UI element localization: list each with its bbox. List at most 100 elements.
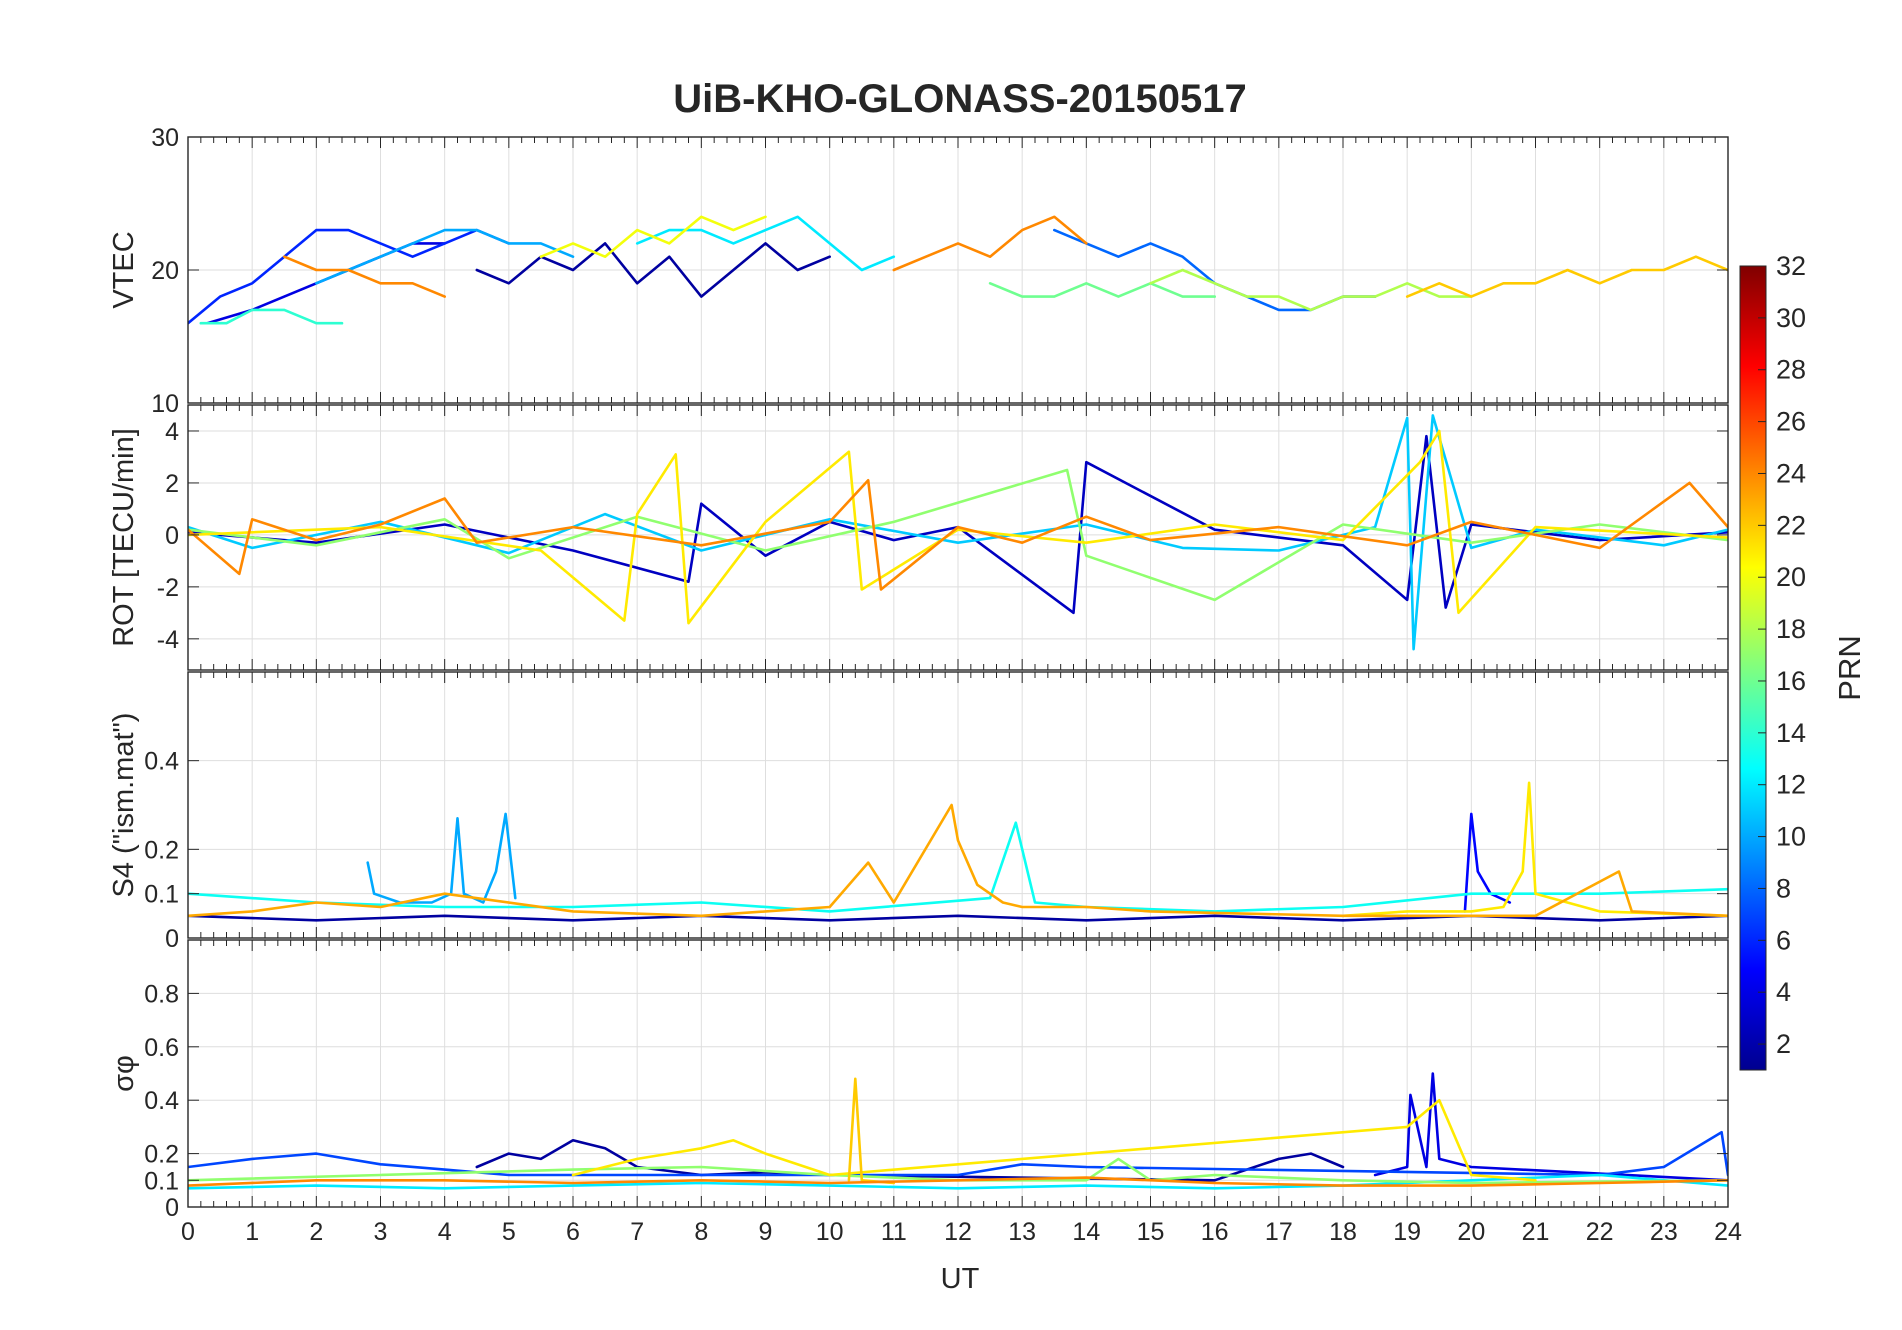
x-tick-label: 24 — [1714, 1218, 1742, 1246]
colorbar-tick-label: 30 — [1776, 303, 1806, 333]
y-tick-label: 4 — [165, 418, 179, 446]
y-tick-label: 0.8 — [144, 980, 179, 1008]
colorbar-tick-label: 24 — [1776, 458, 1806, 488]
x-tick-marks — [187, 405, 1729, 670]
series-prn-10 — [314, 228, 575, 285]
x-tick-label: 5 — [502, 1218, 516, 1246]
x-tick-label: 13 — [1008, 1218, 1036, 1246]
x-tick-label: 20 — [1457, 1218, 1485, 1246]
series-group — [188, 1072, 1728, 1190]
x-tick-label: 18 — [1329, 1218, 1357, 1246]
y-tick-label: 30 — [151, 124, 179, 152]
y-tick-label: -2 — [157, 574, 179, 602]
y-tick-label: 0.4 — [144, 1087, 179, 1115]
y-tick-label: 0.6 — [144, 1034, 179, 1062]
colorbar-label: PRN — [1832, 635, 1867, 700]
x-tick-label: 4 — [438, 1218, 452, 1246]
x-tick-label: 21 — [1522, 1218, 1550, 1246]
x-tick-label: 9 — [759, 1218, 773, 1246]
colorbar-tick-label: 28 — [1776, 355, 1806, 385]
series-prn-13 — [188, 821, 1728, 913]
series-prn-16 — [988, 281, 1216, 298]
x-tick-label: 22 — [1586, 1218, 1614, 1246]
series-prn-7 — [188, 1130, 1728, 1177]
y-tick-label: 10 — [151, 390, 179, 418]
y-tick-label: 0.4 — [144, 748, 179, 776]
colorbar-tick-label: 22 — [1776, 510, 1806, 540]
series-group — [188, 215, 1728, 325]
x-tick-label: 10 — [816, 1218, 844, 1246]
series-prn-22 — [1405, 255, 1728, 298]
series-prn-3 — [188, 434, 1728, 615]
series-prn-17 — [188, 1157, 1728, 1185]
y-tick-label: 0.2 — [144, 1141, 179, 1169]
x-tick-label: 7 — [630, 1218, 644, 1246]
panel-sigma_phi: 00.10.20.40.60.80 1 2 3 4 5 6 7 8 9 10 11 12 13 14 15 16… — [108, 939, 1742, 1246]
y-axis-label: σφ — [108, 1055, 140, 1092]
x-tick-label: 3 — [374, 1218, 388, 1246]
y-axis-label: ROT [TECU/min] — [108, 428, 140, 647]
x-tick-marks — [187, 940, 1729, 1207]
colorbar-tick-label: 12 — [1776, 770, 1806, 800]
colorbar-tick-label: 26 — [1776, 407, 1806, 437]
x-tick-label: 6 — [566, 1218, 580, 1246]
x-tick-label: 12 — [944, 1218, 972, 1246]
panel-ROT: -4 -2 0 2 4 ROT [TECU/min] — [108, 404, 1729, 671]
grid — [187, 405, 1729, 670]
series-prn-24 — [892, 215, 1088, 272]
series-prn-12 — [635, 215, 896, 272]
y-tick-label: 0.1 — [144, 1167, 179, 1195]
series-prn-21 — [188, 429, 1728, 625]
colorbar-tick-label: 4 — [1776, 977, 1791, 1007]
colorbar-gradient — [1739, 265, 1767, 1071]
x-tick-label: 1 — [245, 1218, 259, 1246]
figure-title: UiB-KHO-GLONASS-20150517 — [673, 77, 1247, 121]
y-tick-label: 0 — [165, 1194, 179, 1222]
series-prn-10 — [366, 812, 517, 904]
series-prn-21 — [1341, 781, 1728, 918]
series-prn-12 — [188, 1173, 1728, 1190]
colorbar-tick-label: 32 — [1776, 251, 1806, 281]
x-tick-label: 11 — [881, 1218, 907, 1246]
colorbar-tick-label: 10 — [1776, 822, 1806, 852]
series-prn-5 — [1463, 812, 1512, 913]
series-prn-21 — [571, 1098, 1537, 1182]
panel-S4: 0 0.1 0.2 0.4S4 ("ism.mat") — [108, 671, 1729, 953]
series-prn-11 — [188, 414, 1728, 651]
colorbar-tick-label: 8 — [1776, 873, 1791, 903]
y-tick-label: 0.1 — [144, 881, 179, 909]
y-tick-label: 0 — [165, 522, 179, 550]
x-tick-label: 15 — [1137, 1218, 1165, 1246]
x-tick-label: 0 — [181, 1218, 195, 1246]
x-tick-label: 8 — [694, 1218, 708, 1246]
x-tick-label: 17 — [1265, 1218, 1293, 1246]
colorbar-tick-label: 16 — [1776, 666, 1806, 696]
series-prn-14 — [199, 308, 344, 325]
y-tick-label: -4 — [157, 626, 179, 654]
panel-VTEC: 10 20 30 VTEC — [108, 124, 1729, 418]
x-tick-label: 14 — [1072, 1218, 1100, 1246]
series-prn-24 — [188, 1176, 1728, 1187]
colorbar-tick-label: 18 — [1776, 614, 1806, 644]
y-axis-label: VTEC — [108, 231, 140, 308]
series-prn-6 — [188, 228, 511, 325]
colorbar-tick-label: 20 — [1776, 562, 1806, 592]
x-tick-marks — [187, 137, 1729, 403]
y-axis-label: S4 ("ism.mat") — [108, 713, 140, 898]
series-prn-23 — [188, 803, 1728, 918]
series-prn-24 — [188, 478, 1728, 591]
series-prn-18 — [1149, 268, 1473, 312]
colorbar-tick-label: 6 — [1776, 925, 1791, 955]
series-prn-24 — [282, 255, 447, 298]
x-tick-marks — [187, 672, 1729, 938]
x-tick-label: 23 — [1650, 1218, 1678, 1246]
x-tick-label: 19 — [1393, 1218, 1421, 1246]
y-tick-label: 0.2 — [144, 836, 179, 864]
y-tick-label: 20 — [151, 257, 179, 285]
x-tick-label: 2 — [309, 1218, 323, 1246]
colorbar-tick-label: 14 — [1776, 718, 1806, 748]
colorbar-tick-label: 2 — [1776, 1029, 1791, 1059]
